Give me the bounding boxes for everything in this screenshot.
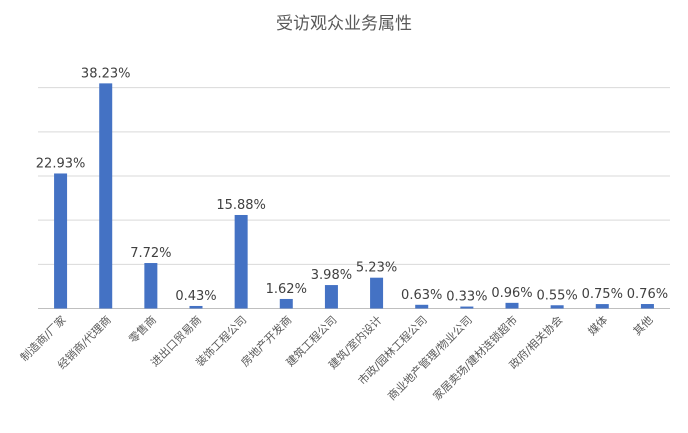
data-label: 7.72% [130,246,171,261]
bars [54,83,654,309]
data-label: 0.75% [582,287,623,302]
bar [640,304,654,309]
data-label: 38.23% [81,66,131,81]
x-tick-label: 商业地产管理/物业公司 [385,313,475,403]
bar [505,302,519,309]
gridlines [38,87,670,309]
x-tick-label: 媒体 [585,313,610,338]
chart-title: 受访观众业务属性 [276,14,412,34]
data-label: 5.23% [356,261,397,276]
data-label: 0.96% [491,286,532,301]
bar [234,214,248,309]
bar [144,263,158,309]
data-label: 0.33% [446,290,487,305]
bar [550,305,564,309]
bar [279,298,293,309]
data-labels: 22.93% 38.23% 7.72% 0.43% 15.88% 1.62% 3.98% 5.… [36,66,668,304]
data-label: 15.88% [216,198,266,213]
data-label: 0.76% [627,287,668,302]
bar [189,305,203,309]
data-label: 3.98% [311,268,352,283]
data-label: 22.93% [36,156,86,171]
x-tick-label: 零售商 [126,313,159,346]
bar [324,285,338,309]
x-tick-label: 家居卖场/建材连锁超市 [430,313,520,403]
bar [415,304,429,309]
data-label: 0.43% [175,289,216,304]
x-tick-label: 其他 [631,313,656,338]
bar [99,83,113,309]
bar [595,304,609,309]
data-label: 1.62% [266,282,307,297]
bar [370,277,384,309]
data-label: 0.63% [401,288,442,303]
bar [54,173,68,309]
bar [460,306,474,309]
data-label: 0.55% [536,288,577,303]
